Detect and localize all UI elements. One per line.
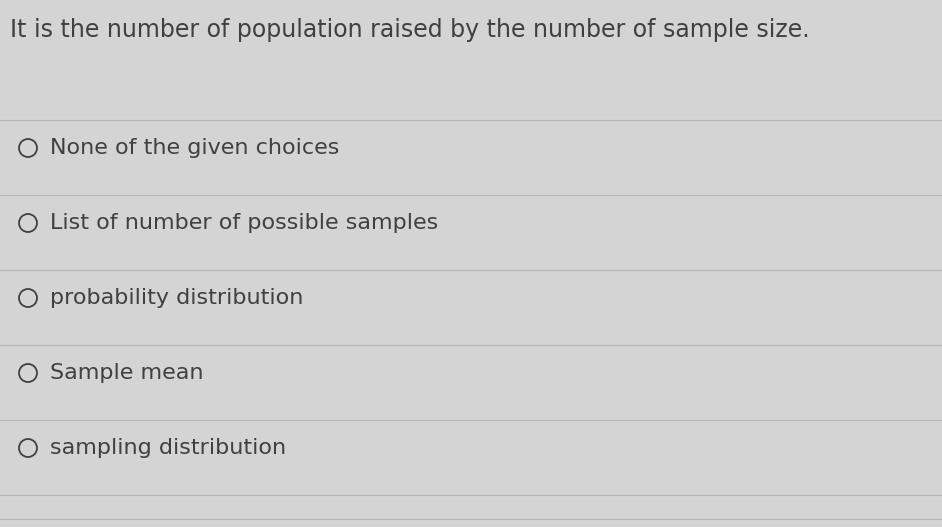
Text: sampling distribution: sampling distribution	[50, 438, 286, 458]
Text: List of number of possible samples: List of number of possible samples	[50, 213, 438, 233]
Text: None of the given choices: None of the given choices	[50, 138, 339, 158]
Text: probability distribution: probability distribution	[50, 288, 303, 308]
Text: Sample mean: Sample mean	[50, 363, 203, 383]
Text: It is the number of population raised by the number of sample size.: It is the number of population raised by…	[10, 18, 809, 42]
